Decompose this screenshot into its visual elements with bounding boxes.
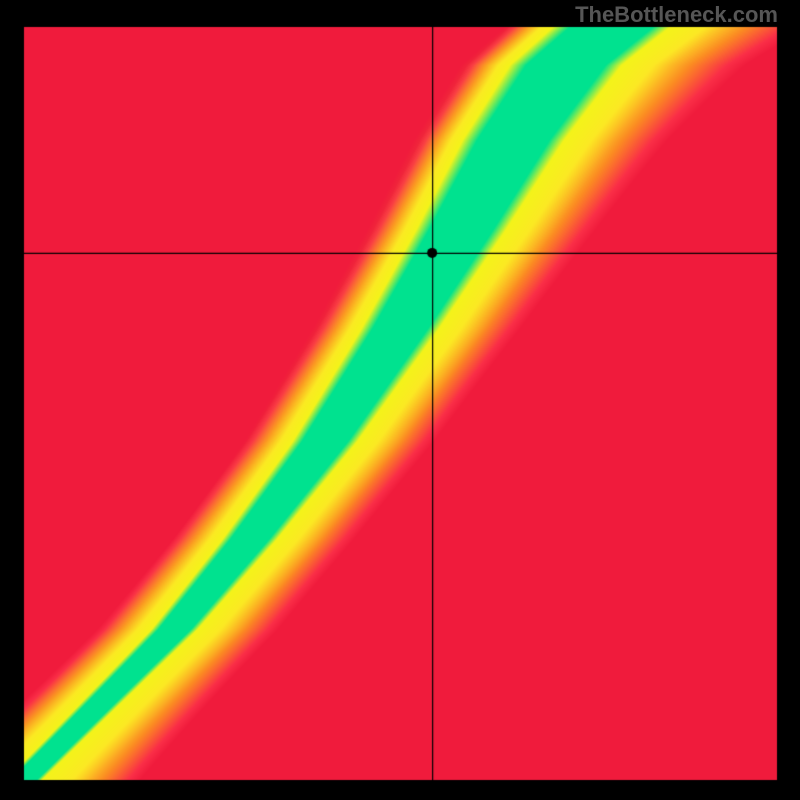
heatmap-canvas: [0, 0, 800, 800]
chart-container: TheBottleneck.com: [0, 0, 800, 800]
watermark-text: TheBottleneck.com: [575, 2, 778, 28]
